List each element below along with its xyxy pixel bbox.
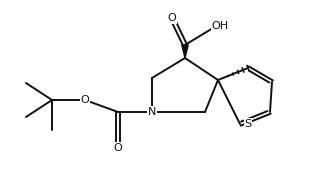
Polygon shape xyxy=(182,45,188,58)
Text: O: O xyxy=(114,143,122,153)
Text: O: O xyxy=(168,13,176,23)
Text: N: N xyxy=(148,107,156,117)
Text: O: O xyxy=(80,95,89,105)
Text: OH: OH xyxy=(212,21,229,31)
Text: S: S xyxy=(244,119,251,129)
